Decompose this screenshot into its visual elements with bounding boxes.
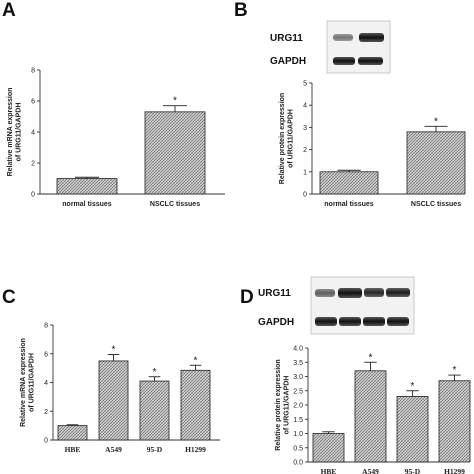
blot-b-gapdh-band-1 — [333, 57, 355, 65]
panel-c-significance-2: * — [153, 367, 157, 378]
panel-b-ylabel-line: Relative protein expression — [279, 93, 286, 184]
panel-d-bar-2 — [396, 396, 429, 463]
panel-b-ylabel: Relative protein expression of URG11/GAPD… — [279, 93, 295, 184]
panel-c-bar-2 — [139, 380, 170, 441]
panel-c-category-0: HBE — [65, 445, 81, 454]
panel-d-ylabel-line: Relative protein expression — [275, 359, 282, 450]
panel-b-category-1: NSCLC tissues — [411, 201, 461, 208]
panel-a-bar-0 — [56, 178, 118, 195]
panel-d-significance-2: * — [411, 381, 415, 392]
blot-b-gapdh-band-2 — [358, 57, 383, 65]
blot-d-urg11-band-1 — [315, 289, 335, 297]
panel-c-chart: 0 2 4 6 8 Relative mRNA expression of URG11/GA… — [20, 323, 220, 454]
panel-b-bar-1 — [406, 131, 466, 195]
blot-b-urg11-band-1 — [333, 34, 353, 41]
panel-a-ylabel-line: Relative mRNA expression — [7, 88, 14, 177]
panel-c-category-3: H1299 — [185, 445, 206, 454]
panel-a-ytick-label: 0 — [31, 192, 35, 199]
panel-d-ytick-label: 0.0 — [293, 460, 303, 467]
panel-b-bar-0 — [319, 171, 379, 195]
panel-d-ylabel: Relative protein expression of URG11/GAPD… — [275, 359, 291, 450]
panel-letter-b: B — [234, 0, 248, 21]
panel-a-category-1: NSCLC tissues — [150, 201, 200, 208]
panel-c-category-1: A549 — [105, 445, 122, 454]
blot-b: URG11 GAPDH — [270, 20, 391, 74]
panel-c-bar-1 — [98, 360, 129, 441]
panel-d-significance-3: * — [453, 365, 457, 376]
blot-d-urg11-band-2 — [338, 288, 362, 298]
panel-d-ytick-label: 1.0 — [293, 431, 303, 438]
panel-c-significance-3: * — [194, 355, 198, 366]
panel-c-ylabel-line: Relative mRNA expression — [20, 338, 27, 427]
blot-b-label-gapdh: GAPDH — [270, 56, 306, 67]
panel-d-ylabel-line: of URG11/GAPDH — [284, 376, 291, 435]
panel-d-ytick-label: 1.5 — [293, 417, 303, 424]
panel-d-bar-3 — [438, 380, 471, 463]
blot-d-urg11-band-3 — [364, 288, 384, 297]
panel-d-bar-0 — [312, 433, 345, 463]
panel-c-ytick-label: 6 — [44, 351, 48, 358]
panel-d-ytick-label: 2.5 — [293, 388, 303, 395]
panel-a-significance-1: * — [173, 96, 177, 107]
panel-d-ytick-label: 0.5 — [293, 445, 303, 452]
panel-letter-a: A — [2, 0, 16, 21]
panel-letter-c: C — [2, 287, 16, 308]
panel-b-ytick-label: 5 — [303, 81, 307, 88]
panel-c-category-2: 95-D — [147, 445, 163, 454]
panel-d-category-3: H1299 — [444, 467, 465, 474]
panel-b-ytick-label: 4 — [303, 103, 307, 110]
blot-d-gapdh-band-3 — [363, 317, 385, 326]
panel-a-bar-1 — [144, 111, 206, 195]
blot-d-urg11-band-4 — [386, 288, 410, 297]
blot-d-gapdh-band-2 — [339, 317, 361, 326]
panel-d-ytick-label: 2.0 — [293, 403, 303, 410]
blot-d-gapdh-band-4 — [387, 317, 409, 326]
panel-d-category-1: A549 — [362, 467, 379, 474]
panel-b-ylabel-line: of URG11/GAPDH — [288, 109, 295, 168]
panel-a-category-0: normal tissues — [62, 201, 112, 208]
panel-a-ylabel: Relative mRNA expression of URG11/GAPDH — [7, 88, 23, 177]
panel-c-ylabel-line: of URG11/GAPDH — [29, 353, 36, 412]
blot-b-label-urg11: URG11 — [270, 33, 303, 44]
panel-a-ytick-label: 4 — [31, 130, 35, 137]
panel-letter-d: D — [240, 287, 254, 308]
panel-c-ytick-label: 4 — [44, 380, 48, 387]
panel-d-ytick-label: 3.0 — [293, 374, 303, 381]
panel-a-ylabel-line: of URG11/GAPDH — [16, 103, 23, 162]
panel-b-ytick-label: 0 — [303, 192, 307, 199]
panel-c-ytick-label: 8 — [44, 323, 48, 330]
panel-b-ytick-label: 2 — [303, 147, 307, 154]
panel-c-bar-3 — [180, 369, 211, 441]
panel-c-significance-1: * — [112, 344, 116, 355]
blot-b-urg11-band-2 — [359, 33, 384, 42]
panel-b-ytick-label: 3 — [303, 125, 307, 132]
panel-d-category-2: 95-D — [405, 467, 421, 474]
panel-a-chart: 0 2 4 6 8 Relative mRNA expression of URG11/GA… — [7, 68, 225, 208]
blot-d-label-gapdh: GAPDH — [258, 317, 294, 328]
panel-d-bar-1 — [354, 370, 387, 463]
panel-b-significance-1: * — [434, 116, 438, 127]
blot-d-gapdh-band-1 — [315, 317, 337, 326]
panel-d-ytick-label: 4.0 — [293, 346, 303, 353]
panel-a-ytick-label: 2 — [31, 161, 35, 168]
panel-a-ytick-label: 6 — [31, 99, 35, 106]
panel-c-bar-0 — [57, 425, 88, 441]
panel-c-ytick-label: 2 — [44, 409, 48, 416]
panel-b-ytick-label: 1 — [303, 169, 307, 176]
panel-b-chart: 0 1 2 3 4 5 Relative protein expression of URG1… — [279, 81, 466, 208]
panel-a-ytick-label: 8 — [31, 68, 35, 75]
blot-d: URG11 GAPDH — [258, 276, 415, 335]
panel-d-significance-1: * — [369, 352, 373, 363]
panel-b-category-0: normal tissues — [324, 201, 374, 208]
blot-d-label-urg11: URG11 — [258, 288, 291, 299]
panel-d-ytick-label: 3.5 — [293, 360, 303, 367]
panel-d-category-0: HBE — [321, 467, 337, 474]
panel-c-ylabel: Relative mRNA expression of URG11/GAPDH — [20, 338, 36, 427]
panel-c-ytick-label: 0 — [44, 438, 48, 445]
blot-b-frame — [326, 20, 391, 74]
